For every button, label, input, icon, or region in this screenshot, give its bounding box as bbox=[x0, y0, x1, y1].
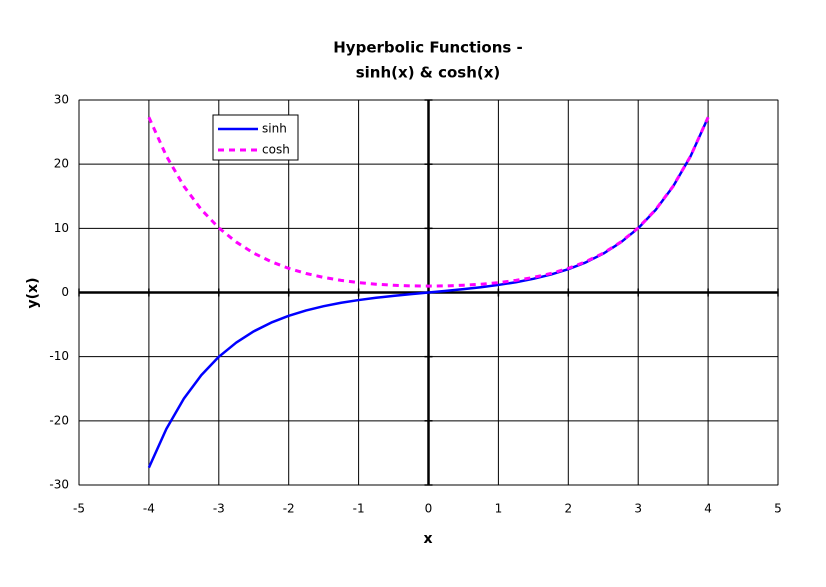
y-tick-label: 30 bbox=[54, 93, 69, 107]
x-tick-label: -1 bbox=[353, 502, 365, 516]
series-line bbox=[147, 116, 710, 469]
y-axis-label: y(x) bbox=[25, 278, 41, 309]
x-tick-label: 0 bbox=[425, 502, 433, 516]
y-tick-label: -20 bbox=[49, 413, 69, 427]
series-line bbox=[147, 116, 710, 288]
x-tick-label: 4 bbox=[704, 502, 712, 516]
x-tick-label: -2 bbox=[283, 502, 295, 516]
x-tick-label: -3 bbox=[213, 502, 225, 516]
x-tick-label: 3 bbox=[634, 502, 642, 516]
x-tick-label: 1 bbox=[495, 502, 503, 516]
x-tick-label: 2 bbox=[564, 502, 572, 516]
chart-title: sinh(x) & cosh(x) bbox=[356, 64, 501, 82]
y-tick-label: 10 bbox=[54, 221, 69, 235]
legend-label: sinh bbox=[262, 122, 287, 136]
x-axis-label: x bbox=[423, 531, 432, 547]
legend-label: cosh bbox=[262, 143, 290, 157]
y-tick-label: -30 bbox=[49, 478, 69, 492]
chart-title: Hyperbolic Functions - bbox=[333, 39, 523, 57]
y-tick-label: -10 bbox=[49, 349, 69, 363]
x-tick-label: -5 bbox=[73, 502, 85, 516]
x-tick-label: 5 bbox=[774, 502, 782, 516]
x-tick-label: -4 bbox=[143, 502, 155, 516]
legend bbox=[212, 114, 299, 161]
y-tick-label: 0 bbox=[61, 285, 69, 299]
y-tick-label: 20 bbox=[54, 157, 69, 171]
